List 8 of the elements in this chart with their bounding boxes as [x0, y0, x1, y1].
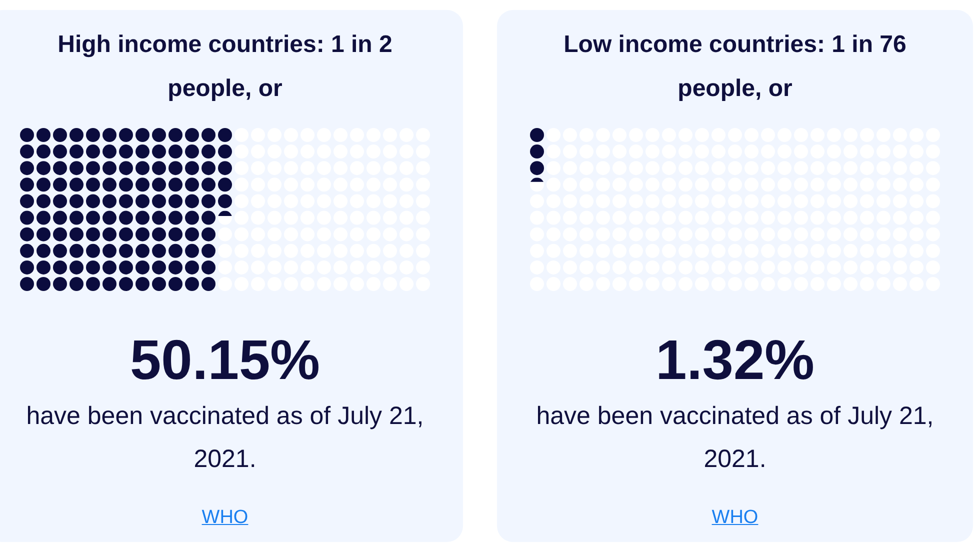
text: Low income countries: 1 in 76 people, or — [562, 30, 908, 104]
data-label: 50.15% — [129, 328, 321, 391]
text: have been vaccinated as of July 21, 2021. — [25, 401, 425, 475]
text: High income countries: 1 in 2 people, or — [56, 30, 394, 104]
data-label: 1.32% — [654, 328, 816, 391]
text: WHO — [202, 507, 248, 528]
text: have been vaccinated as of July 21, 2021. — [535, 401, 935, 475]
text: WHO — [712, 507, 758, 528]
